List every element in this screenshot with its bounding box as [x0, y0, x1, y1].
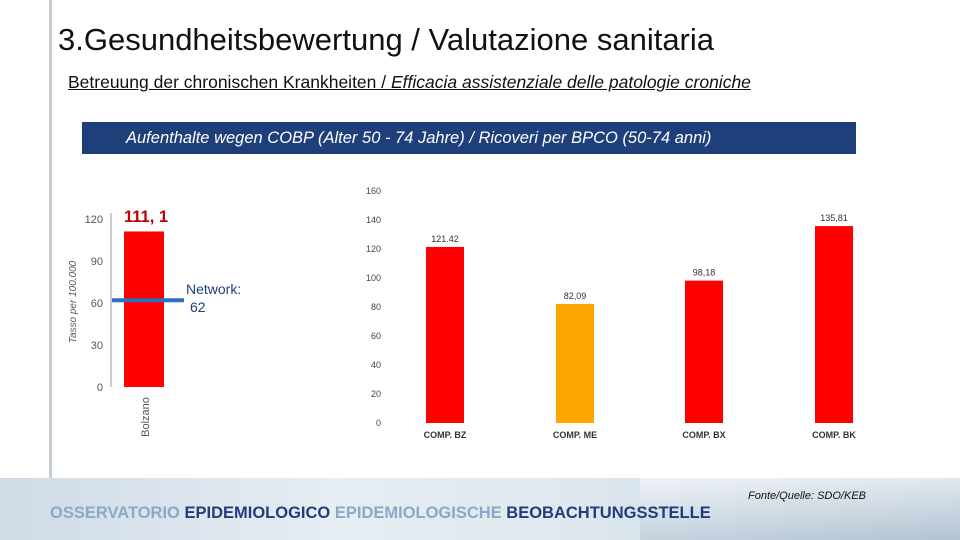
comp-x-label-0: COMP. BZ — [424, 430, 467, 440]
bolzano-y-axis-label: Tasso per 100.000 — [68, 260, 79, 343]
bolzano-x-label-0: Bolzano — [140, 397, 152, 437]
observatory-name: OSSERVATORIO EPIDEMIOLOGICO EPIDEMIOLOGI… — [50, 504, 711, 523]
comp-value-label-1: 82,09 — [564, 291, 587, 301]
page-title: 3.Gesundheitsbewertung / Valutazione san… — [58, 22, 715, 57]
comp-x-label-2: COMP. BX — [682, 430, 725, 440]
bolzano-y-tick-3: 90 — [91, 256, 103, 268]
network-label-line1: Network: — [186, 281, 242, 297]
bolzano-y-tick-1: 30 — [91, 340, 103, 352]
comp-y-tick-5: 100 — [366, 273, 381, 283]
bolzano-y-tick-4: 120 — [85, 214, 103, 226]
comp-bar-3 — [815, 226, 853, 423]
comp-x-label-3: COMP. BK — [812, 430, 856, 440]
comp-y-tick-8: 160 — [366, 186, 381, 196]
left-divider-line — [49, 0, 52, 478]
network-reference-label: Network: 62 — [186, 280, 241, 316]
comp-y-tick-7: 140 — [366, 215, 381, 225]
chart-banner: Aufenthalte wegen COBP (Alter 50 - 74 Ja… — [82, 122, 856, 154]
network-label-line2: 62 — [190, 299, 206, 315]
bolzano-y-tick-2: 60 — [91, 298, 103, 310]
comp-bar-1 — [556, 303, 594, 423]
footer-band — [0, 478, 960, 540]
observatory-word-3: EPIDEMIOLOGISCHE — [334, 504, 507, 522]
chart-bolzano: 0 30 60 90 120 Tasso per 100.000 Bolzano — [68, 213, 184, 437]
comp-value-label-2: 98,18 — [693, 268, 716, 278]
source-note: Fonte/Quelle: SDO/KEB — [748, 490, 866, 502]
chart-comprensori: 0 20 40 60 80 100 120 140 160 121.42 COMP. BZ 82,09… — [366, 186, 856, 440]
observatory-word-4: BEOBACHTUNGSSTELLE — [506, 504, 711, 522]
comp-y-tick-2: 40 — [371, 360, 381, 370]
observatory-word-1: OSSERVATORIO — [50, 504, 185, 522]
comp-value-label-3: 135,81 — [820, 213, 848, 223]
subtitle-italian: Efficacia assistenziale delle patologie … — [390, 72, 751, 92]
bolzano-value-label: 111, 1 — [124, 208, 169, 226]
observatory-word-2: EPIDEMIOLOGICO — [184, 504, 335, 522]
subtitle-german: Betreuung der chronischen Krankheiten / — [68, 72, 391, 92]
comp-y-tick-1: 20 — [371, 389, 381, 399]
comp-y-tick-6: 120 — [366, 244, 381, 254]
comp-bar-0 — [426, 246, 464, 423]
bolzano-y-tick-0: 0 — [97, 382, 103, 394]
comp-y-tick-0: 0 — [376, 418, 381, 428]
comp-bar-2 — [685, 280, 723, 423]
bolzano-bar-0 — [124, 231, 164, 387]
page-subtitle: Betreuung der chronischen Krankheiten / … — [68, 72, 751, 93]
comp-y-tick-3: 60 — [371, 331, 381, 341]
comp-value-label-0: 121.42 — [431, 234, 459, 244]
comp-y-tick-4: 80 — [371, 302, 381, 312]
comp-x-label-1: COMP. ME — [553, 430, 597, 440]
